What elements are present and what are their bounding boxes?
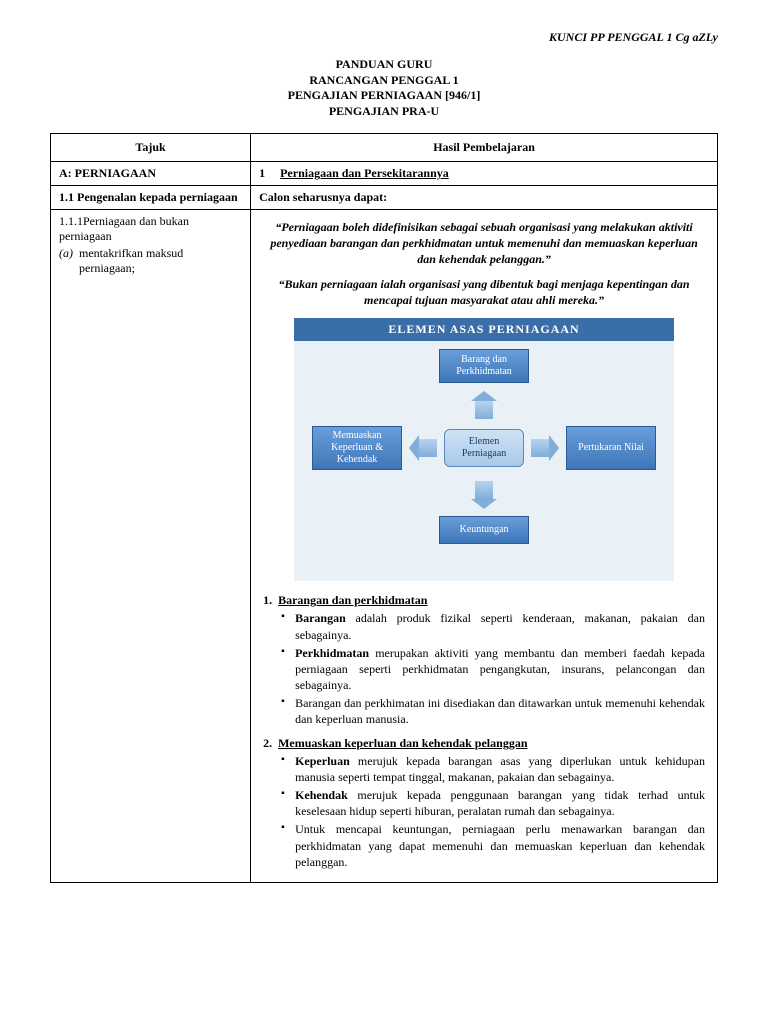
diagram: ELEMEN ASAS PERNIAGAAN Barang dan Perkhi… bbox=[294, 318, 674, 581]
title-line-2: RANCANGAN PENGGAL 1 bbox=[50, 73, 718, 89]
sec-num: 1 bbox=[259, 166, 265, 180]
s1-item-2: Perkhidmatan merupakan aktiviti yang mem… bbox=[281, 645, 705, 694]
list-section-1: 1. Barangan dan perkhidmatan Barangan ad… bbox=[263, 593, 705, 727]
arrow-up-icon bbox=[475, 401, 493, 419]
box-top: Barang dan Perkhidmatan bbox=[439, 349, 529, 383]
cell-a-left: A: PERNIAGAAN bbox=[51, 162, 251, 186]
arrow-left-icon bbox=[419, 439, 437, 457]
diagram-title: ELEMEN ASAS PERNIAGAAN bbox=[294, 318, 674, 341]
cell-b-left: 1.1 Pengenalan kepada perniagaan bbox=[51, 186, 251, 210]
subtopic-num: 1.1.1Perniagaan dan bukan perniagaan bbox=[59, 214, 242, 244]
s2-item-1: Keperluan merujuk kepada barangan asas y… bbox=[281, 753, 705, 785]
box-left: Memuaskan Keperluan & Kehendak bbox=[312, 426, 402, 470]
subtopic-text: mentakrifkan maksud perniagaan; bbox=[79, 246, 242, 276]
subtopic-a: (a) bbox=[59, 246, 73, 276]
s1-item-3: Barangan dan perkhimatan ini disediakan … bbox=[281, 695, 705, 727]
th-tajuk: Tajuk bbox=[51, 134, 251, 162]
title-line-4: PENGAJIAN PRA-U bbox=[50, 104, 718, 120]
cell-b-right: Calon seharusnya dapat: bbox=[251, 186, 718, 210]
arrow-right-icon bbox=[531, 439, 549, 457]
th-hasil: Hasil Pembelajaran bbox=[251, 134, 718, 162]
cell-c-right: “Perniagaan boleh didefinisikan sebagai … bbox=[251, 210, 718, 883]
s1-item-1: Barangan adalah produk fizikal seperti k… bbox=[281, 610, 705, 642]
title-block: PANDUAN GURU RANCANGAN PENGGAL 1 PENGAJI… bbox=[50, 57, 718, 119]
box-center: Elemen Perniagaan bbox=[444, 429, 524, 467]
cell-a-right: 1 Perniagaan dan Persekitarannya bbox=[251, 162, 718, 186]
cell-c-left: 1.1.1Perniagaan dan bukan perniagaan (a)… bbox=[51, 210, 251, 883]
sec-title: Perniagaan dan Persekitarannya bbox=[280, 166, 449, 180]
content-table: Tajuk Hasil Pembelajaran A: PERNIAGAAN 1… bbox=[50, 133, 718, 883]
list-section-2: 2. Memuaskan keperluan dan kehendak pela… bbox=[263, 736, 705, 870]
page-header-right: KUNCI PP PENGGAL 1 Cg aZLy bbox=[50, 30, 718, 45]
s2-item-2: Kehendak merujuk kepada penggunaan baran… bbox=[281, 787, 705, 819]
title-line-1: PANDUAN GURU bbox=[50, 57, 718, 73]
s1-heading: 1. Barangan dan perkhidmatan bbox=[263, 593, 705, 608]
quote-2: “Bukan perniagaan ialah organisasi yang … bbox=[269, 277, 699, 308]
diagram-body: Barang dan Perkhidmatan Memuaskan Keperl… bbox=[294, 341, 674, 571]
arrow-down-icon bbox=[475, 481, 493, 499]
s2-item-3: Untuk mencapai keuntungan, perniagaan pe… bbox=[281, 821, 705, 870]
box-right: Pertukaran Nilai bbox=[566, 426, 656, 470]
quote-1: “Perniagaan boleh didefinisikan sebagai … bbox=[269, 220, 699, 267]
s2-heading: 2. Memuaskan keperluan dan kehendak pela… bbox=[263, 736, 705, 751]
title-line-3: PENGAJIAN PERNIAGAAN [946/1] bbox=[50, 88, 718, 104]
box-bottom: Keuntungan bbox=[439, 516, 529, 544]
